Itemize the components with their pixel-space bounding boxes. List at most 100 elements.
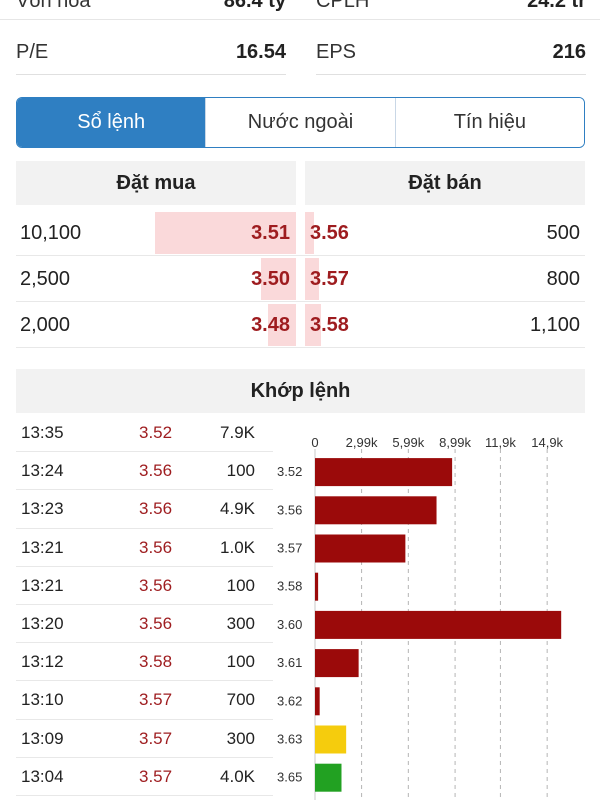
volume-bar xyxy=(315,763,342,792)
trade-time: 13:12 xyxy=(21,652,64,672)
shares-outstanding-value: 24.2 tr xyxy=(527,0,586,12)
matched-orders-header: Khớp lệnh xyxy=(16,369,585,413)
matched-orders-list: 13:35 3.52 7.9K 13:24 3.56 100 13:23 3.5… xyxy=(16,414,273,796)
trade-time: 13:24 xyxy=(21,461,64,481)
trade-volume: 100 xyxy=(226,652,255,672)
trade-price: 3.56 xyxy=(139,461,173,481)
buy-price[interactable]: 3.51 xyxy=(251,221,290,244)
trade-price: 3.56 xyxy=(139,613,173,633)
trade-volume: 100 xyxy=(226,575,255,595)
x-tick-label: 5,99k xyxy=(392,435,424,450)
trade-volume: 4.9K xyxy=(220,499,255,519)
trade-row: 13:21 3.56 100 xyxy=(16,567,273,605)
order-book-row: 2,000 3.48 3.58 1,100 xyxy=(0,302,600,348)
price-level-label: 3.58 xyxy=(277,579,302,594)
price-level-label: 3.57 xyxy=(277,541,302,556)
sell-volume: 800 xyxy=(546,267,580,290)
eps-cell: EPS 216 xyxy=(316,33,586,71)
pe-label: P/E xyxy=(16,40,49,63)
volume-bar xyxy=(315,458,453,487)
volume-bar xyxy=(315,725,347,754)
sell-volume-bar xyxy=(305,212,314,254)
volume-bar xyxy=(315,687,320,716)
shares-outstanding-label: CPLH xyxy=(316,0,370,12)
trade-row: 13:20 3.56 300 xyxy=(16,605,273,644)
trade-price: 3.57 xyxy=(139,690,173,710)
trade-row: 13:04 3.57 4.0K xyxy=(16,758,273,796)
trade-time: 13:21 xyxy=(21,575,64,595)
volume-bar xyxy=(315,649,359,678)
trade-time: 13:23 xyxy=(21,499,64,519)
trade-price: 3.56 xyxy=(139,575,173,595)
volume-by-price-chart: 0 2,99k 5,99k 8,99k 11,9k 14,9k 3.52 3.56 3.57 3.… xyxy=(277,435,564,800)
price-level-label: 3.61 xyxy=(277,655,302,670)
buy-volume: 2,500 xyxy=(20,267,71,290)
market-cap-value: 86.4 tỷ xyxy=(223,0,286,12)
tab-order-book[interactable]: Sổ lệnh xyxy=(17,98,206,147)
volume-bar xyxy=(315,496,437,525)
price-level-label: 3.60 xyxy=(277,617,302,632)
buy-orders-header: Đặt mua xyxy=(16,161,296,205)
trade-time: 13:21 xyxy=(21,537,64,557)
trade-volume: 700 xyxy=(226,690,255,710)
trade-price: 3.57 xyxy=(139,728,173,748)
x-tick-label: 2,99k xyxy=(346,435,378,450)
trade-price: 3.56 xyxy=(139,499,173,519)
buy-price[interactable]: 3.50 xyxy=(251,267,290,290)
sell-price[interactable]: 3.57 xyxy=(310,267,349,290)
stats-row-2: P/E 16.54 EPS 216 xyxy=(0,33,600,71)
stats-divider-left xyxy=(16,74,286,75)
buy-volume: 10,100 xyxy=(20,221,82,244)
trade-time: 13:35 xyxy=(21,423,64,442)
trade-row: 13:24 3.56 100 xyxy=(16,452,273,491)
trade-time: 13:04 xyxy=(21,766,64,786)
sell-price[interactable]: 3.56 xyxy=(310,221,349,244)
volume-bar xyxy=(315,610,562,639)
row-divider xyxy=(16,255,585,256)
market-cap-cell: Vốn hóa 86.4 tỷ xyxy=(16,0,286,20)
buy-volume-bar xyxy=(155,212,296,254)
buy-price[interactable]: 3.48 xyxy=(251,313,290,336)
buy-volume-bar xyxy=(261,258,296,300)
trade-row: 13:12 3.58 100 xyxy=(16,643,273,682)
buy-volume: 2,000 xyxy=(20,313,71,336)
trade-volume: 4.0K xyxy=(220,766,255,786)
x-tick-label: 14,9k xyxy=(531,435,563,450)
buy-volume-bar xyxy=(268,304,296,346)
shares-outstanding-cell: CPLH 24.2 tr xyxy=(316,0,586,20)
x-tick-label: 0 xyxy=(311,435,318,450)
pe-value: 16.54 xyxy=(235,40,286,63)
stats-divider-right xyxy=(316,74,586,75)
trade-price: 3.52 xyxy=(139,423,173,442)
trade-time: 13:20 xyxy=(21,613,64,633)
trade-volume: 7.9K xyxy=(220,423,255,442)
trade-volume: 100 xyxy=(226,461,255,481)
trade-row: 13:23 3.56 4.9K xyxy=(16,490,273,529)
tab-bar: Sổ lệnh Nước ngoài Tín hiệu xyxy=(16,97,585,148)
price-level-label: 3.63 xyxy=(277,732,302,747)
stock-stats: Vốn hóa 86.4 tỷ CPLH 24.2 tr P/E 16.54 E… xyxy=(0,0,600,76)
pe-cell: P/E 16.54 xyxy=(16,33,286,71)
trade-volume: 300 xyxy=(226,728,255,748)
price-level-label: 3.52 xyxy=(277,464,302,479)
price-level-label: 3.65 xyxy=(277,770,302,785)
order-book-row: 10,100 3.51 3.56 500 xyxy=(0,210,600,256)
sell-orders-header: Đặt bán xyxy=(305,161,585,205)
tab-signals[interactable]: Tín hiệu xyxy=(394,98,584,147)
stats-row-1: Vốn hóa 86.4 tỷ CPLH 24.2 tr xyxy=(0,0,600,20)
x-tick-label: 11,9k xyxy=(485,435,516,450)
price-level-label: 3.62 xyxy=(277,693,302,708)
volume-bar xyxy=(315,572,319,601)
tab-foreign[interactable]: Nước ngoài xyxy=(205,98,395,147)
sell-volume-bar xyxy=(305,258,319,300)
row-divider xyxy=(16,301,585,302)
volume-bar xyxy=(315,534,406,563)
eps-value: 216 xyxy=(552,40,586,63)
eps-label: EPS xyxy=(316,40,357,63)
sell-price[interactable]: 3.58 xyxy=(310,313,349,336)
trade-time: 13:09 xyxy=(21,728,64,748)
sell-volume: 1,100 xyxy=(529,313,580,336)
trade-time: 13:10 xyxy=(21,690,64,710)
sell-volume: 500 xyxy=(546,221,580,244)
trade-price: 3.56 xyxy=(139,537,173,557)
